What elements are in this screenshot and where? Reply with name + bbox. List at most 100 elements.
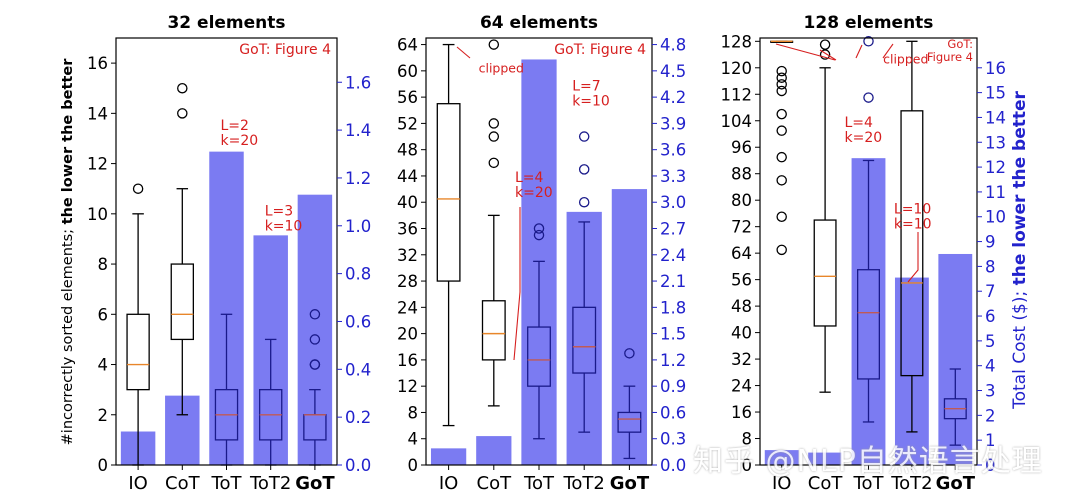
panel-1-ytick-label-4: 8 [98, 255, 109, 274]
panel-1-cost-bar-GoT [297, 194, 333, 465]
panel-2-box-ToT2-outlier-1 [578, 164, 590, 175]
panel-1-box-GoT-outlier-1 [309, 359, 321, 370]
panel-2-y2tick-label-11: 3.3 [660, 167, 686, 186]
panel-2-ytick-label-3: 12 [397, 377, 418, 396]
panel-2-ytick-label-16: 64 [397, 36, 418, 55]
panel-2-annotation-1: GoT: Figure 4 [554, 42, 646, 58]
panel-2-annotation-3: L=4 k=20 [515, 170, 553, 201]
panel-2-cost-bar-IO [430, 448, 467, 465]
panel-3-y2tick-label-1: 1 [985, 431, 996, 450]
panel-1-annotation-2-line: L=2 [221, 118, 249, 134]
panel-1-xtick-label-GoT: GoT [295, 473, 335, 494]
panel-2-box-CoT-outlier-2 [488, 118, 500, 129]
panel-2-ytick-label-12: 48 [397, 141, 418, 160]
panel-2-annotation-4-line: k=10 [572, 93, 610, 109]
panel-2-box-ToT-iqr [527, 326, 551, 387]
annotation-leader-6 [907, 232, 919, 283]
panel-3-box-IO-outlier-7 [776, 79, 787, 90]
panel-2-box-CoT-outlier-1 [488, 131, 500, 142]
panel-2-ytick-label-8: 32 [397, 246, 418, 265]
panel-2-ytick-label-0: 0 [408, 456, 419, 475]
panel-3-y2tick-label-16: 16 [985, 59, 1006, 78]
panel-3-y2tick-label-11: 11 [985, 183, 1006, 202]
panel-1-box-CoT-outlier-1 [177, 82, 188, 94]
panel-2-annotation-4: L=7 k=10 [572, 78, 610, 109]
y-axis-label-right-part-1: the lower the better [1010, 90, 1030, 285]
panel-2-ytick-label-13: 52 [397, 114, 418, 133]
panel-2-y2tick-label-2: 0.6 [660, 403, 686, 422]
panel-1-annotation-3-line: L=3 [265, 203, 293, 219]
panel-2-xtick-label-IO: IO [439, 473, 458, 494]
panel-2-annotation-3-line: L=4 [515, 170, 544, 186]
panel-2-ytick-label-15: 60 [397, 62, 418, 81]
panel-2-y2tick-label-15: 4.5 [660, 62, 686, 81]
panel-3-y2tick-label-2: 2 [985, 406, 996, 425]
panel-3-y2tick-label-6: 6 [985, 307, 996, 326]
panel-2-y2tick-label-14: 4.2 [660, 88, 686, 107]
panel-3-annotation-2-line: Figure 4 [927, 50, 973, 64]
panel-1-y2tick-label-3: 0.6 [345, 312, 371, 331]
panel-3-annotation-3: L=4 k=20 [845, 115, 883, 146]
panel-3-box-IO-outlier-5 [776, 108, 787, 120]
annotation-leader-1 [513, 207, 521, 361]
panel-3-xtick-label-GoT: GoT [936, 473, 976, 494]
panel-2-ytick-label-2: 8 [408, 403, 419, 422]
panel-2-ytick-label-9: 36 [397, 220, 418, 239]
panel-2-box-CoT-outlier-0 [488, 157, 500, 169]
panel-2-y2tick-label-1: 0.3 [660, 430, 686, 449]
panel-2-box-GoT-iqr [617, 411, 642, 433]
panel-2-cost-bar-GoT [611, 189, 648, 466]
panel-3-y2tick-label-10: 10 [985, 208, 1006, 227]
panel-3-y2tick-label-15: 15 [985, 84, 1006, 103]
panel-2-box-GoT-outlier-0 [624, 348, 635, 359]
panel-2-y2tick-label-12: 3.6 [660, 141, 686, 160]
panel-2-ytick-label-11: 44 [397, 167, 418, 186]
panel-1-y2tick-label-4: 0.8 [345, 265, 371, 284]
panel-3-annotation-2-line: GoT: [947, 37, 973, 51]
panel-2-y2tick-label-0: 0.0 [660, 456, 686, 475]
panel-1-box-IO-outlier-0 [132, 183, 144, 194]
panel-3-cost-bar-CoT [808, 452, 843, 465]
panel-3-box-IO-outlier-6 [776, 85, 787, 97]
panel-1-box-GoT-outlier-2 [309, 334, 321, 345]
panel-2-ytick-label-7: 28 [397, 272, 418, 291]
panel-1-y2tick-label-0: 0.0 [345, 456, 371, 475]
panel-2-title: 64 elements [480, 13, 598, 33]
panel-2-box-CoT-outlier-3 [488, 39, 500, 50]
panel-3-ytick-label-15: 120 [721, 59, 753, 78]
panel-3-box-IO-outlier-9 [776, 65, 787, 77]
panel-3-xtick-label-CoT: CoT [808, 473, 844, 494]
panel-3-cost-bar-IO [764, 450, 799, 465]
panel-1-y2tick-label-6: 1.2 [345, 169, 371, 188]
panel-1-box-CoT-outlier-0 [177, 108, 188, 119]
y-axis-label-left: #incorrectly sorted elements; the lower … [60, 58, 76, 446]
panel-3-y2tick-label-7: 7 [985, 282, 996, 301]
panel-2-y2tick-label-7: 2.1 [660, 272, 686, 291]
panel-3-annotation-1: clipped [883, 51, 928, 66]
panel-3-annotation-4-line: L=10 [894, 201, 931, 217]
panel-3-box-CoT-iqr [813, 219, 837, 327]
panel-3-y2tick-label-4: 4 [985, 357, 996, 376]
panel-3-ytick-label-3: 24 [731, 377, 752, 396]
panel-2-ytick-label-6: 24 [397, 298, 418, 317]
panel-1-ytick-label-3: 6 [98, 305, 109, 324]
panel-1-annotation-1-line: GoT: Figure 4 [239, 42, 331, 58]
panel-2-box-ToT-outlier-0 [533, 229, 545, 241]
panel-1-box-GoT-outlier-3 [309, 309, 321, 320]
watermark: 知乎 @NLP自然语言处理 [693, 444, 1043, 479]
panel-3-y2tick-label-14: 14 [985, 108, 1006, 127]
panel-3-y2tick-label-3: 3 [985, 382, 996, 401]
panel-1-annotation-1: GoT: Figure 4 [239, 42, 331, 58]
panel-1-xtick-label-ToT: ToT [211, 473, 243, 494]
panel-2-box-ToT2-iqr [572, 306, 597, 374]
annotation-leader-0 [456, 46, 471, 59]
panel-2-y2tick-label-13: 3.9 [660, 114, 686, 133]
panel-1-xtick-label-CoT: CoT [165, 473, 201, 494]
panel-1-ytick-label-2: 4 [98, 356, 109, 375]
panel-3-ytick-label-4: 32 [731, 350, 752, 369]
panel-3-xtick-label-ToT: ToT [853, 473, 885, 494]
panel-3-ytick-label-5: 40 [731, 324, 752, 343]
panel-3-ytick-label-9: 72 [731, 218, 752, 237]
panel-2-y2tick-label-16: 4.8 [660, 36, 686, 55]
y-axis-label-right: Total Cost ($); the lower the better [1010, 90, 1030, 409]
